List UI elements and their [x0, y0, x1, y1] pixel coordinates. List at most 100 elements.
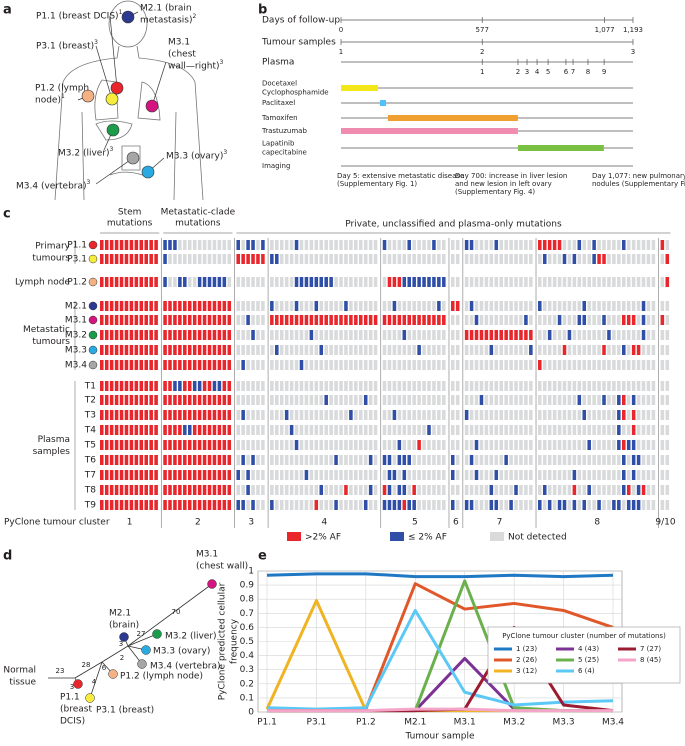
mutation-cell	[294, 315, 299, 325]
mutation-cell	[660, 240, 665, 250]
mutation-cell	[339, 425, 343, 435]
mutation-cell	[567, 315, 572, 325]
mutation-cell	[168, 360, 172, 370]
mutation-cell	[373, 360, 378, 370]
mutation-cell	[178, 315, 182, 325]
mutation-cell	[100, 315, 104, 325]
mutation-cell	[397, 240, 402, 250]
mutation-cell	[256, 345, 260, 355]
mutation-cell	[154, 381, 158, 391]
mutation-cell	[334, 455, 338, 465]
imaging-note: Day 5: extensive metastatic disease	[337, 172, 464, 180]
mutation-cell	[304, 410, 309, 420]
tree-edge	[127, 583, 213, 647]
mutation-cell	[484, 360, 489, 370]
mutation-cell	[329, 410, 333, 420]
mutation-cell	[432, 410, 436, 420]
mutation-cell	[602, 440, 606, 450]
mutation-cell	[314, 470, 319, 480]
mutation-cell	[572, 330, 577, 340]
mutation-cell	[519, 395, 523, 405]
mutation-cell	[275, 455, 279, 465]
mutation-cell	[464, 330, 469, 340]
mutation-cell	[270, 455, 274, 465]
mutation-cell	[382, 360, 387, 370]
mutation-cell	[168, 410, 172, 420]
mutation-cell	[314, 315, 319, 325]
mutation-cell	[402, 277, 407, 287]
mutation-cell	[309, 485, 314, 495]
mutation-cell	[324, 425, 328, 435]
sample-label: 8	[586, 68, 590, 76]
mutation-cell	[427, 381, 431, 391]
mutation-cell	[542, 301, 547, 311]
mutation-cell	[124, 330, 129, 340]
mutation-cell	[514, 425, 518, 435]
mutation-cell	[622, 440, 626, 450]
mutation-cell	[251, 345, 255, 355]
mutation-cell	[562, 315, 567, 325]
mutation-cell	[270, 345, 274, 355]
mutation-cell	[572, 395, 577, 405]
series-line	[267, 707, 613, 713]
mutation-cell	[246, 381, 250, 391]
mutation-cell	[339, 240, 343, 250]
row-label: Days of follow-up	[262, 16, 340, 26]
mutation-cell	[464, 301, 469, 311]
mutation-cell	[641, 425, 646, 435]
mutation-cell	[577, 301, 582, 311]
mutation-cell	[552, 360, 557, 370]
mutation-cell	[602, 254, 606, 264]
mutation-cell	[387, 455, 392, 465]
mutation-cell	[577, 470, 582, 480]
mutation-cell	[392, 360, 397, 370]
mutation-cell	[474, 360, 479, 370]
mutation-cell	[387, 395, 392, 405]
mutation-cell	[261, 395, 265, 405]
mutation-cell	[144, 381, 148, 391]
mutation-cell	[626, 500, 631, 510]
sample-label: 1	[480, 68, 484, 76]
mutation-cell	[417, 345, 421, 355]
sample-label: 3	[525, 68, 529, 76]
mutation-cell	[494, 500, 499, 510]
mutation-cell	[251, 240, 255, 250]
mutation-cell	[363, 470, 368, 480]
mutation-cell	[236, 500, 240, 510]
mutation-cell	[222, 345, 227, 355]
mutation-cell	[382, 240, 387, 250]
mutation-cell	[432, 315, 436, 325]
mutation-cell	[572, 455, 577, 465]
row-label: P3.1	[67, 255, 87, 265]
mutation-cell	[344, 500, 348, 510]
mutation-cell	[474, 410, 479, 420]
mutation-cell	[636, 345, 641, 355]
mutation-cell	[514, 395, 518, 405]
mutation-cell	[319, 470, 324, 480]
mutation-cell	[354, 425, 358, 435]
mutation-cell	[329, 455, 333, 465]
mutation-cell	[124, 381, 129, 391]
mutation-cell	[557, 500, 562, 510]
mutation-cell	[289, 240, 294, 250]
mutation-cell	[304, 315, 309, 325]
mutation-cell	[319, 485, 324, 495]
mutation-cell	[432, 240, 436, 250]
mutation-cell	[344, 240, 348, 250]
mutation-cell	[289, 425, 294, 435]
mutation-cell	[514, 330, 518, 340]
mutation-cell	[197, 395, 202, 405]
mutation-cell	[552, 254, 557, 264]
mutation-cell	[665, 360, 670, 370]
mutation-cell	[349, 315, 353, 325]
mutation-cell	[304, 254, 309, 264]
mutation-cell	[139, 277, 144, 287]
mutation-cell	[538, 330, 542, 340]
mutation-cell	[134, 425, 139, 435]
legend-label: Not detected	[508, 533, 567, 543]
mutation-cell	[183, 301, 187, 311]
mutation-cell	[617, 455, 621, 465]
mutation-cell	[392, 277, 397, 287]
mutation-cell	[363, 425, 368, 435]
mutation-cell	[646, 345, 651, 355]
